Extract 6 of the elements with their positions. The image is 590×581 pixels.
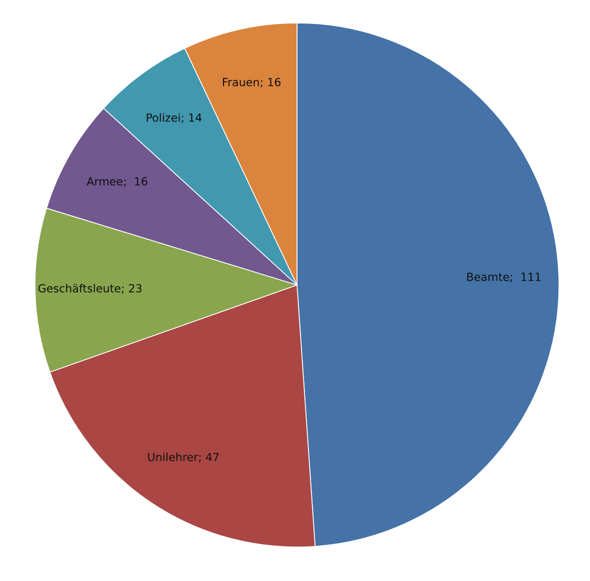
slice-label: Geschäftsleute; 23 <box>38 284 142 294</box>
slice-label: Armee; 16 <box>86 177 148 187</box>
slice-label: Beamte; 111 <box>467 272 540 282</box>
slice-label: Unilehrer; 47 <box>148 452 219 462</box>
slice-label: Polizei; 14 <box>146 113 202 123</box>
slice-label: Frauen; 16 <box>222 78 280 88</box>
